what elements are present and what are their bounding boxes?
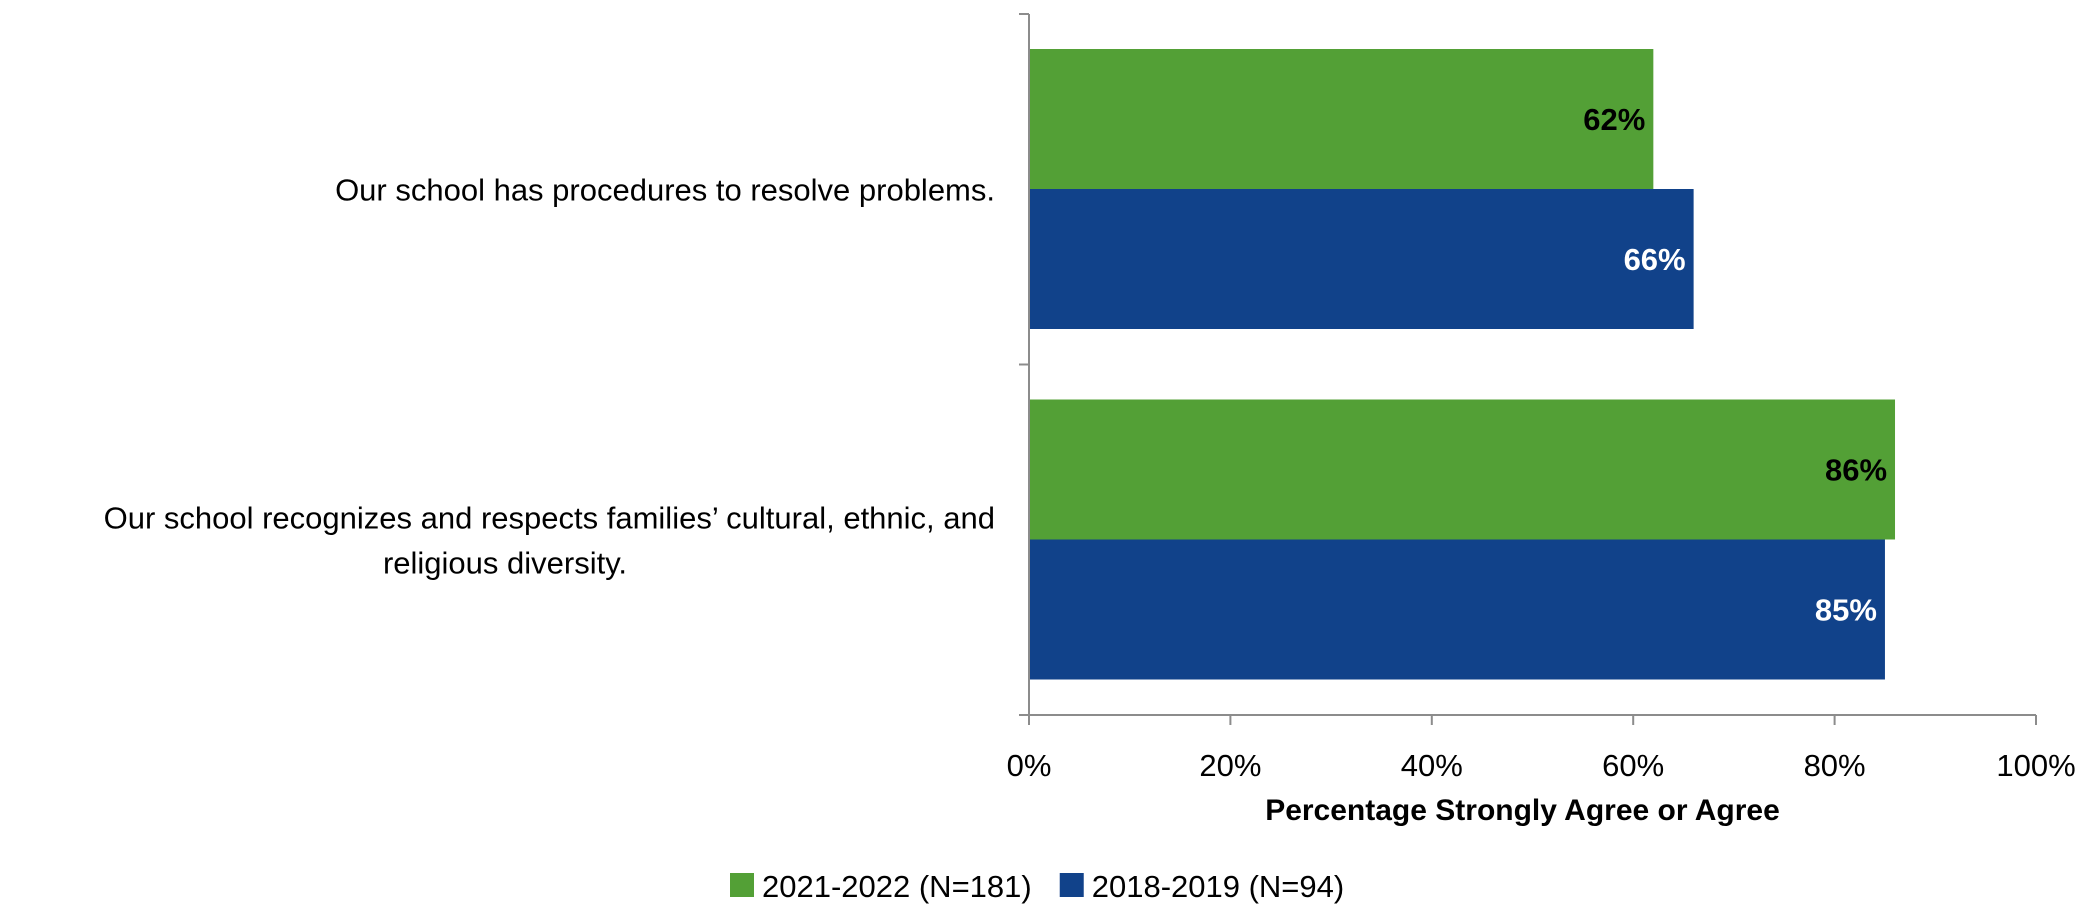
- legend-swatch: [1059, 873, 1084, 897]
- x-tick-label: 100%: [1996, 748, 2075, 783]
- legend: 2021-2022 (N=181) 2018-2019 (N=94): [730, 869, 1344, 904]
- bar-2-2: [1029, 539, 1885, 680]
- data-label: 86%: [1825, 453, 1887, 488]
- bar-2-1: [1029, 189, 1694, 329]
- category-label: Our school has procedures to resolve pro…: [335, 172, 995, 207]
- data-label: 66%: [1624, 242, 1686, 277]
- data-label: 62%: [1583, 102, 1645, 137]
- data-label: 85%: [1815, 593, 1877, 628]
- legend-label: 2021-2022 (N=181): [762, 869, 1032, 904]
- legend-label: 2018-2019 (N=94): [1092, 869, 1344, 904]
- category-labels: Our school has procedures to resolve pro…: [104, 172, 995, 580]
- x-axis-title: Percentage Strongly Agree or Agree: [1265, 794, 1780, 827]
- x-tick-label: 20%: [1199, 748, 1261, 783]
- x-tick-label: 60%: [1602, 748, 1664, 783]
- category-label-line: Our school has procedures to resolve pro…: [335, 172, 995, 207]
- category-label-line: Our school recognizes and respects famil…: [104, 500, 995, 535]
- category-label-line: religious diversity.: [383, 545, 627, 580]
- x-tick-labels: 0% 20% 40% 60% 80% 100%: [1007, 748, 2076, 783]
- x-tick-label: 40%: [1401, 748, 1463, 783]
- bars-group: 62% 66% 86% 85%: [1029, 49, 1896, 680]
- axes-group: [1019, 13, 2037, 725]
- bar-1-1: [1029, 49, 1654, 189]
- x-tick-label: 0%: [1007, 748, 1052, 783]
- bar-1-2: [1029, 399, 1896, 540]
- x-tick-label: 80%: [1804, 748, 1866, 783]
- category-label: Our school recognizes and respects famil…: [104, 500, 995, 580]
- legend-swatch: [730, 873, 754, 897]
